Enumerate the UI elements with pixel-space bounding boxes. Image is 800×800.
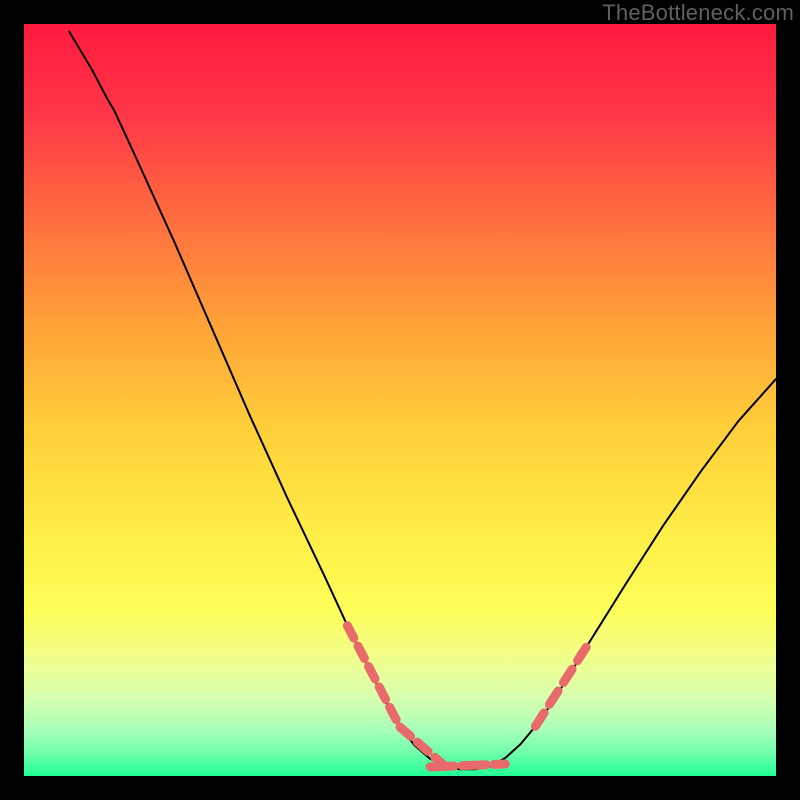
watermark-label: TheBottleneck.com [602, 0, 794, 26]
axis-frame [0, 0, 24, 800]
bottleneck-curve-chart [0, 0, 800, 800]
optimal-range-marker [430, 764, 505, 767]
chart-container: TheBottleneck.com [0, 0, 800, 800]
axis-frame [0, 776, 800, 800]
plot-background [24, 24, 776, 776]
axis-frame [776, 0, 800, 800]
